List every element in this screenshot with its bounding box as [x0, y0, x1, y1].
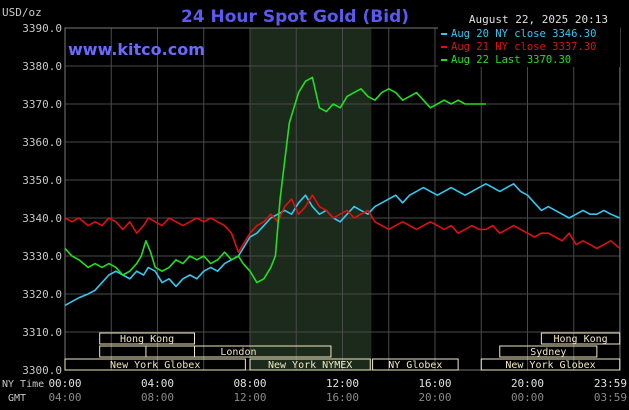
y-tick-label: 3320.0	[22, 288, 62, 301]
y-tick-label: 3310.0	[22, 326, 62, 339]
x-tick-label-ny: 08:00	[233, 377, 266, 390]
x-tick-label-gmt: 12:00	[233, 391, 266, 404]
session-label: Hong Kong	[120, 334, 174, 345]
session-label: New York Globex	[505, 360, 595, 371]
session-label: London	[220, 347, 256, 358]
y-tick-label: 3350.0	[22, 174, 62, 187]
y-tick-label: 3390.0	[22, 22, 62, 35]
y-tick-label: 3360.0	[22, 136, 62, 149]
x-axis-row1-label: NY Time	[2, 379, 44, 390]
chart-title: 24 Hour Spot Gold (Bid)	[181, 7, 409, 27]
legend-entry: Aug 20 NY close 3346.30	[451, 28, 596, 40]
session-label: NY Globex	[388, 360, 442, 371]
y-tick-label: 3370.0	[22, 98, 62, 111]
session-label: New York NYMEX	[268, 360, 352, 371]
x-tick-label-ny: 04:00	[141, 377, 174, 390]
legend-entry: Aug 21 NY close 3337.30	[451, 41, 596, 53]
timestamp: August 22, 2025 20:13	[469, 13, 608, 26]
session-bar	[145, 345, 332, 358]
series-line-3	[64, 76, 486, 284]
x-tick-label-gmt: 08:00	[141, 391, 174, 404]
session-label: Hong Kong	[553, 334, 607, 345]
y-tick-label: 3340.0	[22, 212, 62, 225]
series-line-2	[64, 194, 621, 253]
y-tick-label: 3300.0	[22, 364, 62, 377]
x-tick-label-gmt: 20:00	[418, 391, 451, 404]
y-axis-label: USD/oz	[2, 6, 42, 19]
y-tick-label: 3330.0	[22, 250, 62, 263]
legend-background	[438, 27, 620, 67]
x-tick-label-gmt: 16:00	[326, 391, 359, 404]
session-bar	[99, 332, 195, 345]
data-series	[64, 76, 621, 307]
x-tick-label-ny: 12:00	[326, 377, 359, 390]
session-bar	[480, 358, 621, 371]
y-axis-ticks: 3390.0 3380.0 3370.0 3360.0 3350.0 3340.0 3330…	[22, 22, 62, 377]
x-tick-label-gmt: 03:59	[594, 391, 627, 404]
legend-entry: Aug 22 Last 3370.30	[451, 54, 571, 66]
session-bar	[499, 345, 598, 358]
x-axis-ticks: 00:00 04:00 08:00 12:00 16:00 20:00 23:5904:00…	[48, 377, 627, 404]
x-tick-label-ny: 23:59	[594, 377, 627, 390]
session-bar	[249, 358, 371, 371]
x-tick-label-gmt: 00:00	[511, 391, 544, 404]
x-axis-row2-label: GMT	[8, 393, 26, 404]
session-label: Sydney	[530, 347, 566, 358]
session-bar	[372, 358, 459, 371]
watermark: www.kitco.com	[68, 40, 205, 59]
session-label: New York Globex	[110, 360, 200, 371]
x-tick-label-gmt: 04:00	[48, 391, 81, 404]
series-line-1	[64, 183, 621, 307]
session-bar	[64, 358, 246, 371]
x-tick-label-ny: 20:00	[511, 377, 544, 390]
session-bar	[540, 332, 621, 345]
market-sessions: Hong Kong London New York Globex New York N…	[64, 332, 621, 371]
y-tick-label: 3380.0	[22, 60, 62, 73]
x-tick-label-ny: 00:00	[48, 377, 81, 390]
x-tick-label-ny: 16:00	[418, 377, 451, 390]
